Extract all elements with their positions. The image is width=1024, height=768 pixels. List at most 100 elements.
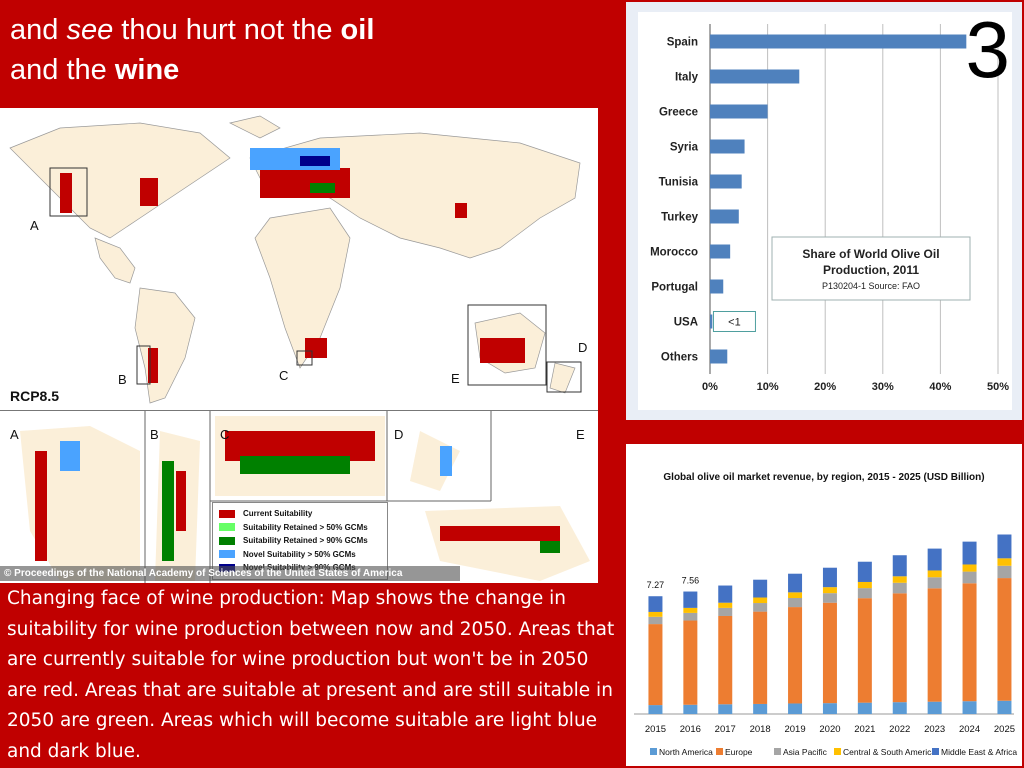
legend-item: Suitability Retained > 50% GCMs bbox=[219, 521, 381, 535]
bar-segment-2019 bbox=[788, 703, 803, 714]
bar-segment-2025 bbox=[997, 565, 1012, 579]
inset-maps-graphic: A B C D E bbox=[10, 411, 590, 583]
legend-swatch bbox=[650, 748, 657, 755]
legend-swatch bbox=[834, 748, 841, 755]
bar-segment-2022 bbox=[892, 702, 907, 714]
bar-greece bbox=[710, 104, 768, 119]
bar-segment-2025 bbox=[997, 578, 1012, 701]
bar-segment-2025 bbox=[997, 534, 1012, 559]
bar-segment-2023 bbox=[927, 701, 942, 714]
legend-swatch bbox=[219, 550, 235, 559]
olive-oil-share-panel: 0% 10% 20% 30% 40% 50% Spain Italy Greece Syria Tu… bbox=[626, 2, 1022, 420]
inset-label-a: A bbox=[10, 427, 19, 442]
bar-segment-2019 bbox=[788, 598, 803, 608]
legend-swatch bbox=[932, 748, 939, 755]
bar-segment-2015 bbox=[648, 611, 663, 617]
inset-label-e: E bbox=[576, 427, 585, 442]
inset-label-d: D bbox=[394, 427, 403, 442]
x-tick-label: 40% bbox=[929, 381, 951, 393]
bar-segment-2020 bbox=[822, 587, 837, 594]
chart-title: Global olive oil market revenue, by regi… bbox=[663, 472, 984, 483]
bar-usa bbox=[710, 314, 713, 329]
x-tick-label: 2019 bbox=[784, 724, 805, 735]
bar-segment-2017 bbox=[718, 607, 733, 616]
category-label: Turkey bbox=[661, 212, 698, 224]
bar-segment-2017 bbox=[718, 602, 733, 608]
x-tick-label: 2023 bbox=[924, 724, 945, 735]
x-tick-label: 20% bbox=[814, 381, 836, 393]
wine-suitability-map: A B C D E RCP8.5 bbox=[0, 108, 598, 583]
olive-oil-revenue-svg: Global olive oil market revenue, by regi… bbox=[634, 472, 1017, 757]
bar-segment-2017 bbox=[718, 585, 733, 603]
bar-segment-2016 bbox=[683, 612, 698, 621]
bar-segment-2020 bbox=[822, 593, 837, 603]
total-label: 7.27 bbox=[647, 580, 665, 590]
world-map: A B C D E RCP8.5 bbox=[0, 108, 598, 410]
bar-others bbox=[710, 349, 728, 364]
bar-segment-2021 bbox=[857, 588, 872, 599]
bar-segment-2017 bbox=[718, 704, 733, 714]
world-map-graphic bbox=[9, 115, 582, 404]
legend-swatch bbox=[219, 523, 235, 532]
category-label: Portugal bbox=[651, 282, 698, 294]
olive-oil-share-chart: 0% 10% 20% 30% 40% 50% Spain Italy Greece Syria Tu… bbox=[638, 12, 1012, 410]
bar-morocco bbox=[710, 244, 731, 259]
bar-segment-2018 bbox=[753, 597, 768, 604]
bar-segment-2023 bbox=[927, 588, 942, 702]
category-label: Tunisia bbox=[659, 177, 699, 189]
chart-source-note: P130204-1 Source: FAO bbox=[822, 281, 920, 291]
inset-maps: A B C D E bbox=[0, 410, 598, 583]
bar-segment-2021 bbox=[857, 702, 872, 714]
slide-number: 3 bbox=[965, 5, 1011, 94]
bar-turkey bbox=[710, 209, 739, 224]
bar-syria bbox=[710, 139, 745, 154]
bar-segment-2018 bbox=[753, 579, 768, 598]
category-label: Others bbox=[661, 352, 698, 364]
x-tick-label: 2018 bbox=[750, 724, 771, 735]
category-label: Italy bbox=[675, 72, 699, 84]
bar-segment-2016 bbox=[683, 704, 698, 714]
bar-segment-2024 bbox=[962, 541, 977, 565]
category-label: Spain bbox=[667, 37, 698, 49]
bar-tunisia bbox=[710, 174, 742, 189]
x-tick-label: 2015 bbox=[645, 724, 666, 735]
legend-item: Suitability Retained > 90% GCMs bbox=[219, 534, 381, 548]
bar-segment-2022 bbox=[892, 576, 907, 583]
bar-segment-2015 bbox=[648, 616, 663, 625]
total-label: 7.56 bbox=[682, 576, 700, 586]
x-tick-label: 2021 bbox=[854, 724, 875, 735]
bar-segment-2018 bbox=[753, 703, 768, 714]
x-tick-label: 0% bbox=[702, 381, 718, 393]
bar-segment-2016 bbox=[683, 620, 698, 705]
annotation-box bbox=[712, 311, 756, 332]
bar-spain bbox=[710, 34, 967, 49]
legend-label: Europe bbox=[725, 747, 753, 757]
scenario-label: RCP8.5 bbox=[10, 388, 60, 404]
legend-item: Current Suitability bbox=[219, 507, 381, 521]
region-label-b: B bbox=[118, 372, 127, 387]
category-label: Syria bbox=[670, 142, 699, 154]
olive-oil-revenue-panel: Global olive oil market revenue, by regi… bbox=[626, 444, 1022, 766]
bar-segment-2021 bbox=[857, 598, 872, 703]
legend-swatch bbox=[716, 748, 723, 755]
chart-title-box bbox=[771, 236, 971, 301]
bar-segment-2015 bbox=[648, 596, 663, 612]
bar-portugal bbox=[710, 279, 724, 294]
category-label: Greece bbox=[659, 107, 698, 119]
x-tick-label: 2016 bbox=[680, 724, 701, 735]
legend-swatch bbox=[219, 536, 235, 545]
bar-segment-2021 bbox=[857, 561, 872, 582]
bar-segment-2018 bbox=[753, 611, 768, 704]
bar-segment-2023 bbox=[927, 570, 942, 578]
bar-segment-2023 bbox=[927, 548, 942, 571]
bar-segment-2021 bbox=[857, 581, 872, 589]
bar-segment-2020 bbox=[822, 567, 837, 588]
bar-segment-2024 bbox=[962, 564, 977, 572]
bar-segment-2020 bbox=[822, 703, 837, 714]
chart-title-line2: Production, 2011 bbox=[823, 263, 919, 277]
bar-segment-2025 bbox=[997, 558, 1012, 566]
legend-label: Central & South America bbox=[843, 747, 936, 757]
bar-segment-2022 bbox=[892, 582, 907, 594]
x-tick-label: 2017 bbox=[715, 724, 736, 735]
bar-segment-2025 bbox=[997, 700, 1012, 714]
